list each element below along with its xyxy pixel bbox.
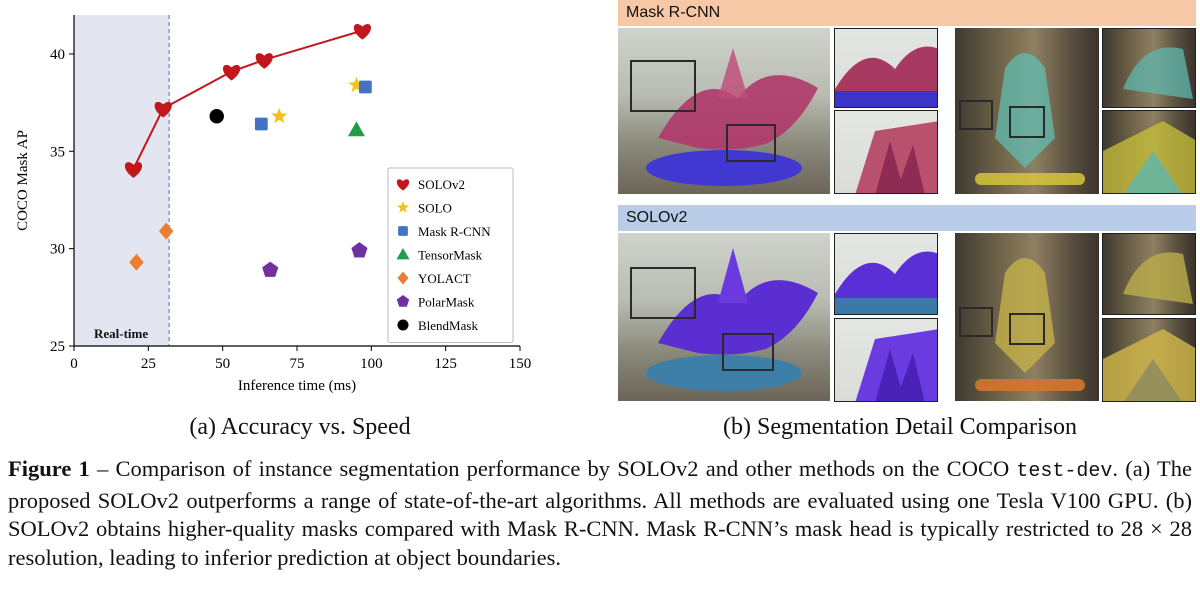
zoom-box — [630, 60, 696, 112]
mask-r-cnn-point — [254, 117, 268, 131]
x-tick-label: 75 — [290, 356, 305, 372]
yolact-point — [158, 222, 174, 240]
caption-dash: – — [89, 456, 116, 481]
caption-code: test-dev — [1016, 460, 1113, 483]
legend-label: TensorMask — [418, 248, 483, 263]
y-tick-label: 40 — [50, 47, 65, 63]
x-tick-label: 100 — [360, 356, 383, 372]
legend-marker — [398, 226, 408, 236]
mask-rcnn-label: Mask R-CNN — [618, 0, 1196, 26]
legend-label: YOLACT — [418, 271, 471, 286]
y-tick-label: 35 — [50, 144, 65, 160]
solo-point — [348, 76, 365, 92]
accuracy-speed-chart: Real-time 0 25 50 75 100 125 150 25 30 35 40 Inferen… — [0, 0, 600, 410]
legend-marker — [397, 271, 409, 285]
tensormask-point — [347, 121, 365, 137]
bird-image-maskrcnn — [618, 28, 830, 194]
skater-image-solov2 — [955, 233, 1099, 401]
detail-crop — [1102, 110, 1196, 194]
yolact-point — [129, 253, 144, 271]
solov2-point — [124, 162, 143, 178]
bird-image-solov2 — [618, 233, 830, 401]
x-axis-label: Inference time (ms) — [238, 378, 356, 394]
detail-crop — [834, 110, 938, 194]
blendmask-point — [209, 109, 224, 124]
legend-marker — [396, 179, 410, 191]
realtime-label: Real-time — [94, 326, 148, 341]
figure-caption: Figure 1 – Comparison of instance segmen… — [8, 455, 1192, 572]
detail-crop — [1102, 233, 1196, 315]
legend-label: BlendMask — [418, 318, 478, 333]
zoom-box — [959, 307, 993, 337]
zoom-box — [959, 100, 993, 130]
x-tick-label: 150 — [509, 356, 532, 372]
zoom-box — [726, 124, 776, 162]
polarmask-point — [351, 242, 368, 258]
legend-label: PolarMask — [418, 295, 475, 310]
detail-crop — [1102, 318, 1196, 402]
solov2-point — [222, 64, 241, 81]
solov2-point — [255, 53, 273, 69]
detail-crop — [834, 28, 938, 108]
subcaption-a: (a) Accuracy vs. Speed — [189, 414, 411, 440]
caption-text-2: . (a) The proposed SOLOv2 outperforms a … — [8, 456, 1192, 570]
solov2-label: SOLOv2 — [618, 205, 1196, 231]
zoom-box — [1009, 106, 1045, 138]
detail-crop — [1102, 28, 1196, 108]
realtime-region — [74, 15, 170, 346]
y-tick-label: 30 — [50, 242, 65, 258]
detail-crop — [834, 318, 938, 402]
mask-r-cnn-point — [359, 80, 372, 94]
legend-marker — [396, 295, 410, 307]
solov2-point — [353, 23, 372, 40]
y-tick-label: 25 — [50, 339, 65, 355]
legend-box — [387, 167, 514, 343]
y-axis-label: COCO Mask AP — [15, 130, 31, 231]
zoom-box — [1009, 313, 1045, 345]
x-tick-label: 0 — [70, 356, 78, 372]
legend-label: Mask R-CNN — [418, 224, 491, 239]
solov2-point — [154, 101, 172, 118]
legend-label: SOLO — [418, 201, 452, 216]
legend-marker — [396, 201, 410, 213]
caption-text-1: Comparison of instance segmentation perf… — [115, 456, 1017, 481]
solo-point — [271, 107, 288, 124]
x-tick-label: 50 — [215, 356, 230, 372]
legend-marker — [396, 248, 410, 260]
legend-label: SOLOv2 — [418, 177, 465, 192]
zoom-box — [630, 267, 696, 319]
x-tick-label: 25 — [141, 356, 156, 372]
detail-crop — [834, 233, 938, 315]
skater-image-maskrcnn — [955, 28, 1099, 194]
polarmask-point — [262, 261, 279, 277]
figure-label: Figure 1 — [8, 456, 90, 481]
legend-marker — [397, 319, 409, 331]
x-tick-label: 125 — [434, 356, 457, 372]
subcaption-b: (b) Segmentation Detail Comparison — [723, 414, 1077, 440]
zoom-box — [722, 333, 774, 371]
